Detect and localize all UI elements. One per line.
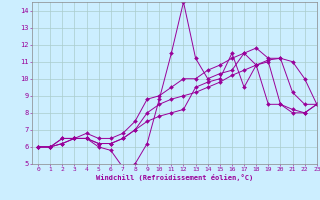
X-axis label: Windchill (Refroidissement éolien,°C): Windchill (Refroidissement éolien,°C) xyxy=(96,174,253,181)
